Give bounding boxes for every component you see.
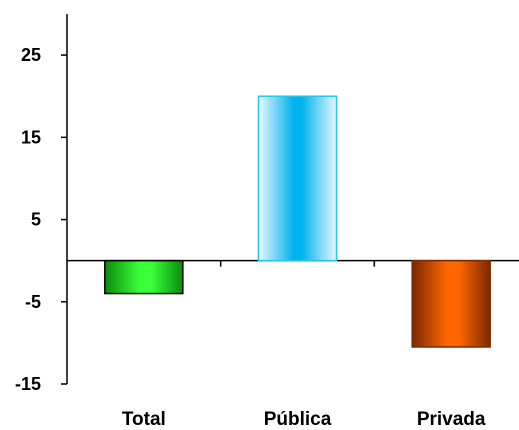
x-category-label: Privada <box>417 409 486 430</box>
y-tick-label: 5 <box>31 210 41 230</box>
x-category-label: Total <box>122 409 166 430</box>
y-tick-label: 15 <box>21 127 41 147</box>
bar-total <box>104 259 184 295</box>
bars <box>104 95 491 348</box>
labels: 25 15 5 -5 -15 Total Pública Privada <box>15 45 486 430</box>
bar-publica <box>257 95 338 262</box>
y-tick-label: -15 <box>15 374 41 394</box>
y-tick-label: -5 <box>25 292 41 312</box>
x-category-label: Pública <box>264 409 332 430</box>
bar-privada <box>411 259 491 348</box>
y-tick-label: 25 <box>21 45 41 65</box>
